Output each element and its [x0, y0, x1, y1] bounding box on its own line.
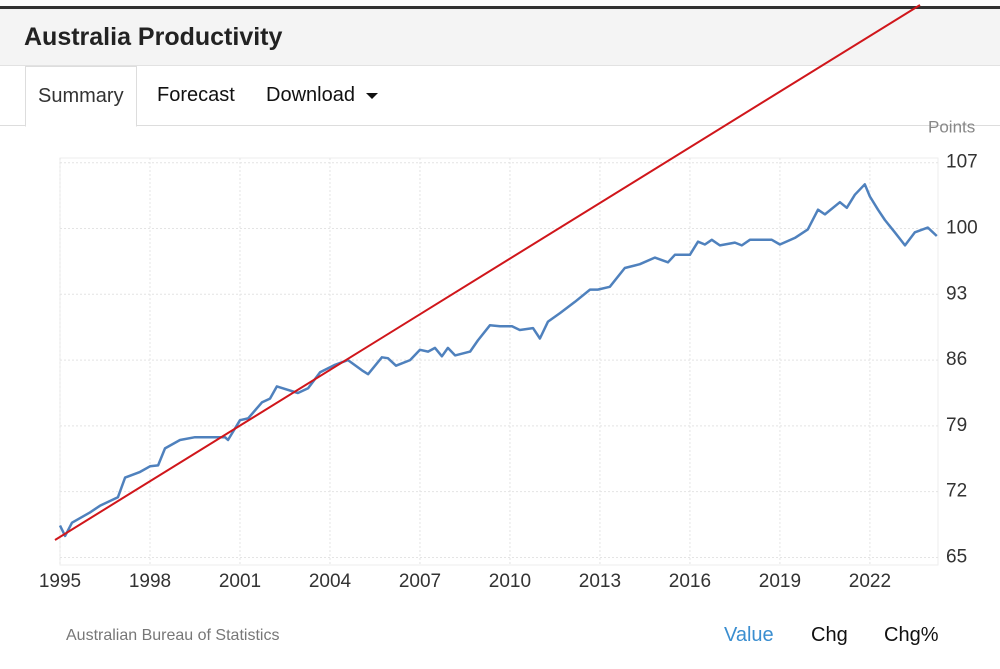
y-tick-label: 65	[946, 546, 967, 567]
header: Australia Productivity	[0, 9, 1000, 66]
x-tick-label: 2007	[399, 571, 441, 592]
x-tick-label: 2019	[759, 571, 801, 592]
tab-forecast[interactable]: Forecast	[157, 84, 235, 106]
top-bar	[0, 6, 1000, 9]
link-chg-pct[interactable]: Chg%	[884, 624, 939, 646]
x-tick-label: 2001	[219, 571, 261, 592]
tab-bar: Summary Forecast Download	[0, 66, 1000, 127]
trend-line	[54, 4, 921, 541]
x-tick-label: 2004	[309, 571, 352, 592]
page-title: Australia Productivity	[24, 23, 283, 51]
y-tick-label: 100	[946, 218, 978, 239]
y-tick-label: 107	[946, 152, 978, 173]
source: Australian Bureau of Statistics	[66, 627, 280, 644]
y-tick-label: 79	[946, 415, 967, 436]
y-axis-label: Points	[928, 117, 975, 136]
tab-label: Download	[266, 84, 355, 106]
dropdown-caret	[365, 93, 378, 99]
plot-frame	[59, 157, 939, 566]
y-tick-label: 93	[946, 283, 967, 304]
link-value[interactable]: Value	[724, 624, 774, 646]
x-tick-label: 2016	[669, 571, 711, 592]
link-chg[interactable]: Chg	[811, 624, 848, 646]
x-tick-label: 1995	[39, 571, 81, 592]
y-tick-label: 72	[946, 481, 967, 502]
x-tick-label: 1998	[129, 571, 171, 592]
tab-download[interactable]: Download	[266, 66, 379, 125]
x-tick-label: 2022	[849, 571, 891, 592]
tab-summary[interactable]: Summary	[25, 66, 137, 127]
x-tick-label: 2013	[579, 571, 621, 592]
x-tick-label: 2010	[489, 571, 531, 592]
y-tick-label: 86	[946, 349, 967, 370]
